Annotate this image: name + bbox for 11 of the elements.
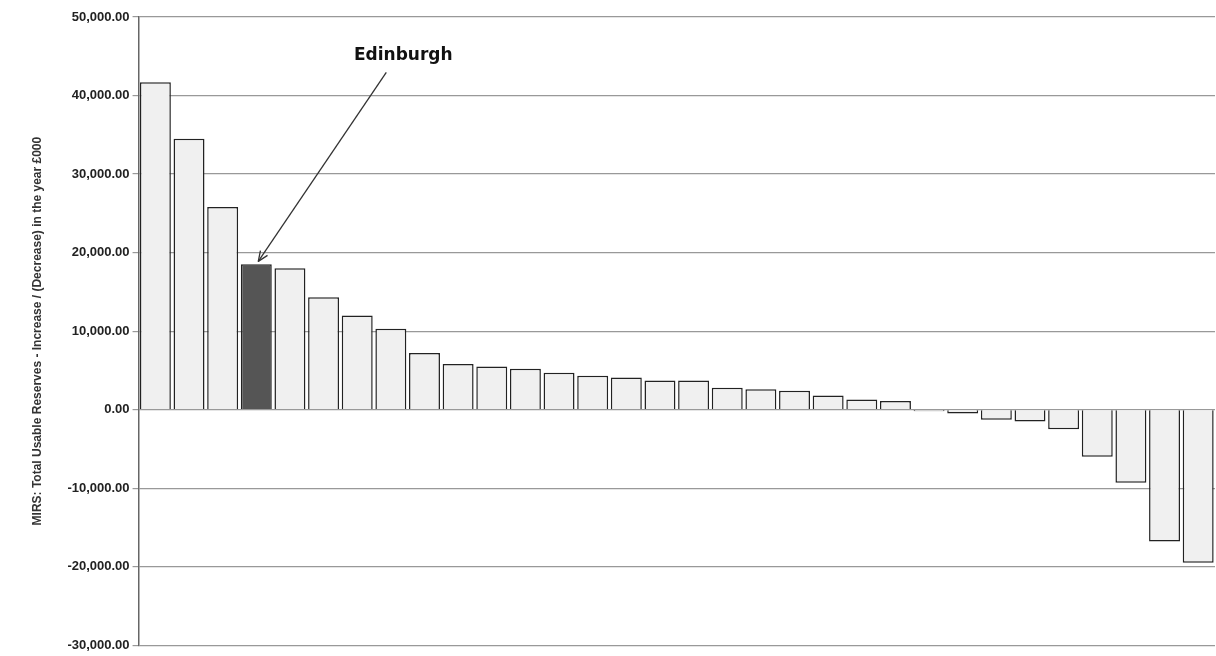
y-tick-label: -20,000.00	[67, 558, 130, 574]
y-tick-label: 50,000.00	[71, 8, 130, 24]
y-tick-label: 30,000.00	[71, 165, 130, 181]
y-tick-label: 10,000.00	[71, 322, 130, 338]
y-axis-title: MIRS: Total Usable Reserves - Increase / (Decrease) in the year £000	[29, 136, 44, 526]
y-tick-label: 40,000.00	[71, 87, 130, 103]
y-tick-label: -10,000.00	[67, 479, 130, 495]
annotation: Edinburgh	[353, 44, 453, 65]
y-tick-label: 0.00	[104, 401, 130, 417]
y-tick-label: -30,000.00	[67, 636, 130, 652]
y-tick-label: 20,000.00	[71, 244, 130, 260]
